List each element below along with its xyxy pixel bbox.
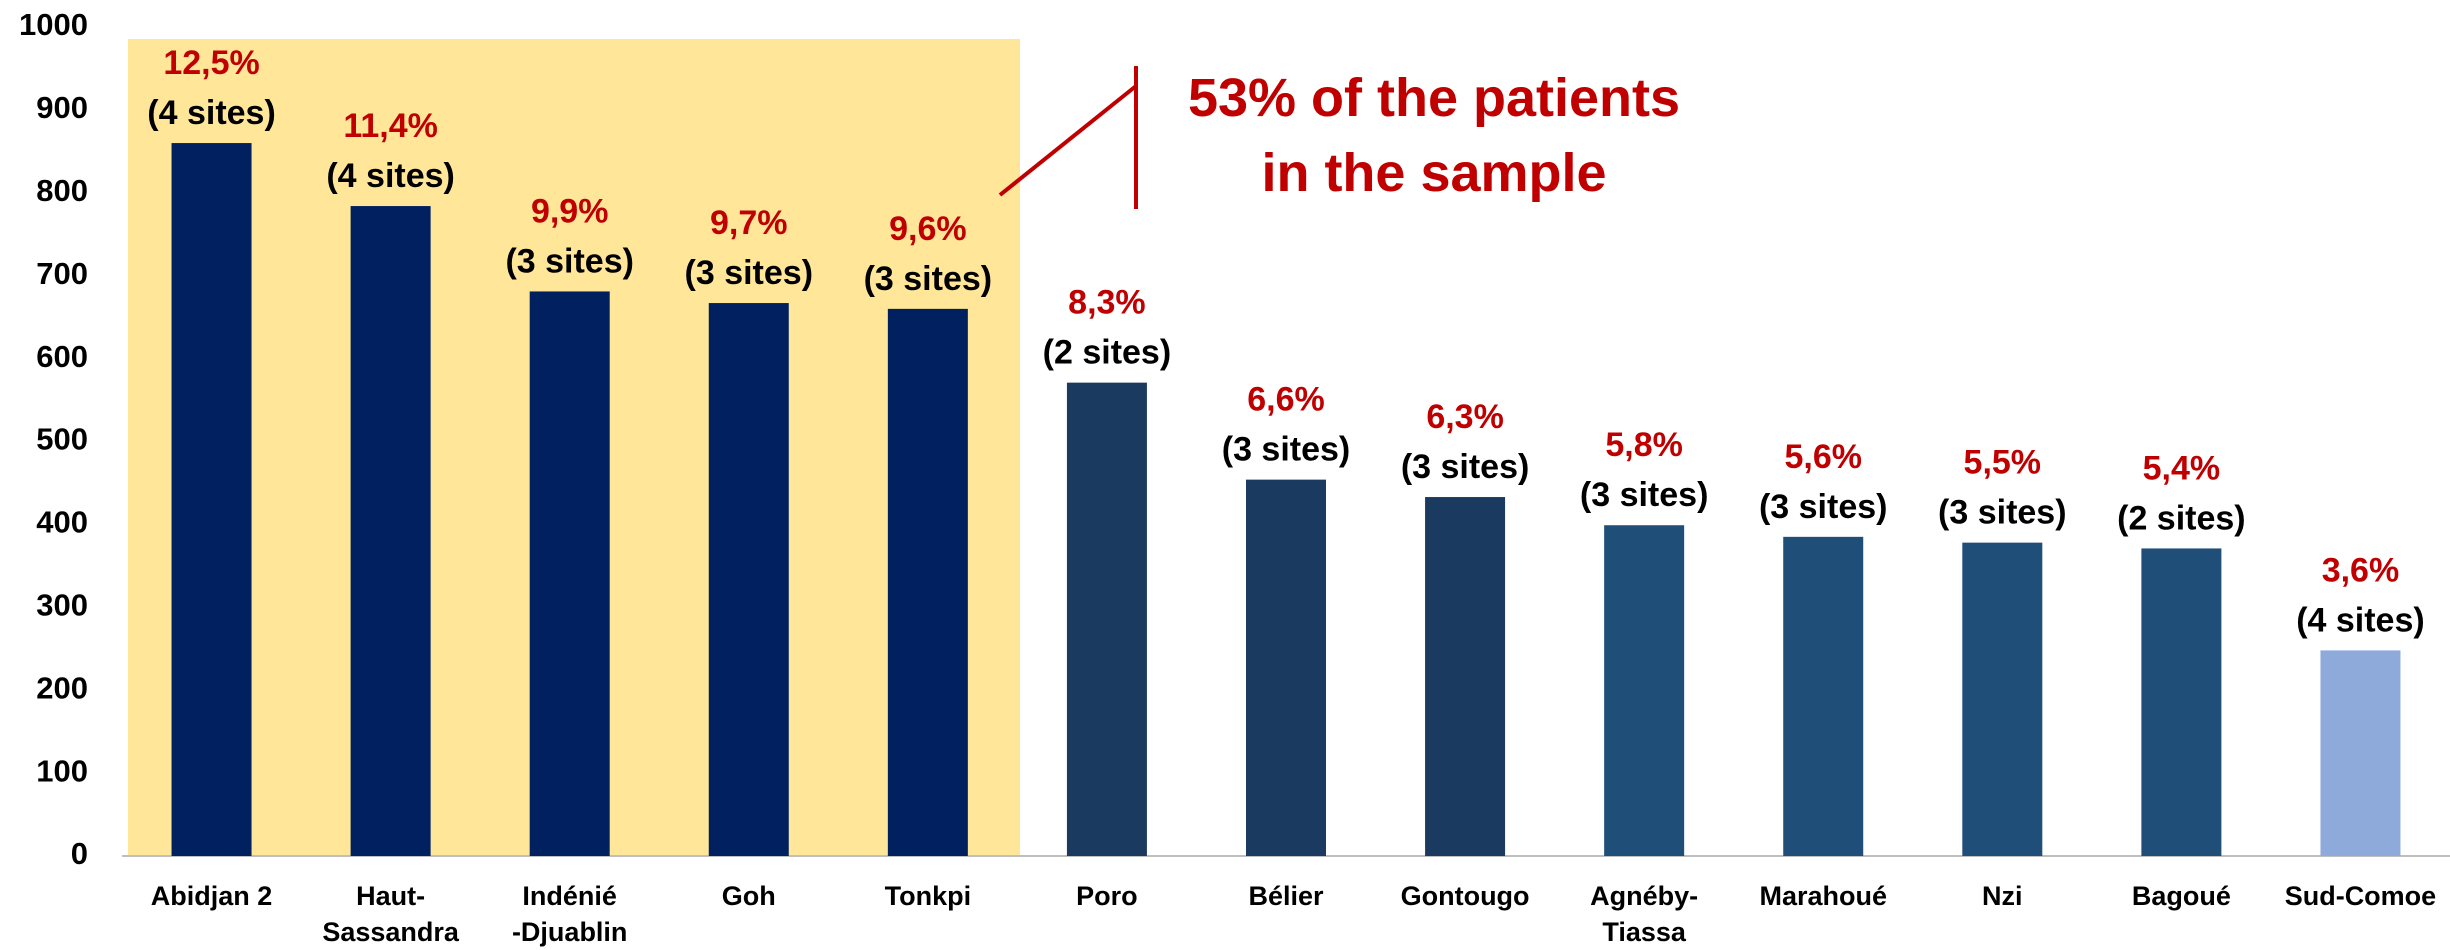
y-tick-label: 200 (36, 670, 88, 705)
site-label: (4 sites) (326, 157, 455, 195)
percent-label: 6,3% (1426, 398, 1504, 436)
site-label: (3 sites) (505, 242, 634, 280)
x-tick-label: Agnéby-Tiassa (1590, 881, 1698, 947)
percent-label: 9,9% (531, 192, 609, 230)
bar (1604, 525, 1685, 856)
percent-label: 9,7% (710, 204, 788, 242)
bar (529, 291, 610, 856)
percent-label: 12,5% (163, 44, 259, 82)
x-tick-label: Abidjan 2 (151, 881, 273, 911)
bar (1783, 536, 1864, 856)
bar (1425, 497, 1506, 856)
y-tick-label: 400 (36, 505, 88, 540)
bar (1962, 542, 2043, 856)
site-label: (3 sites) (685, 254, 814, 292)
x-tick-label: Gontougo (1401, 881, 1530, 911)
bar (887, 308, 968, 856)
x-tick-label: Bagoué (2132, 881, 2231, 911)
bar (1246, 479, 1326, 856)
percent-label: 8,3% (1068, 284, 1146, 322)
site-label: (3 sites) (1222, 431, 1351, 469)
y-tick-label: 700 (36, 256, 88, 291)
y-tick-label: 800 (36, 173, 88, 208)
annotation-pointer (998, 84, 1138, 197)
y-tick-label: 600 (36, 339, 88, 374)
percent-label: 11,4% (343, 107, 438, 145)
y-tick-label: 1000 (19, 7, 88, 42)
site-label: (3 sites) (864, 260, 993, 298)
percent-label: 5,4% (2143, 449, 2221, 487)
site-label: (3 sites) (1759, 488, 1888, 526)
x-tick-label: Sud-Comoe (2285, 881, 2437, 911)
site-label: (4 sites) (2296, 601, 2425, 639)
percent-label: 5,8% (1605, 426, 1683, 464)
percent-label: 6,6% (1247, 381, 1325, 419)
x-tick-label: Poro (1076, 881, 1138, 911)
percent-label: 5,6% (1784, 438, 1862, 476)
site-label: (3 sites) (1580, 476, 1709, 514)
site-label: (2 sites) (1043, 334, 1172, 372)
x-tick-label: Indénié -Djuablin (512, 881, 628, 947)
bar (708, 303, 789, 856)
x-tick-label: Bélier (1248, 881, 1324, 911)
site-label: (4 sites) (147, 94, 276, 132)
bar (2320, 650, 2401, 856)
x-tick-label: Haut-Sassandra (322, 881, 460, 947)
y-tick-label: 0 (71, 836, 88, 871)
site-label: (3 sites) (1938, 494, 2067, 532)
x-tick-label: Tonkpi (885, 881, 971, 911)
x-tick-label: Goh (722, 881, 776, 911)
site-label: (3 sites) (1401, 448, 1530, 486)
bar (350, 206, 431, 857)
percent-label: 5,5% (1964, 444, 2042, 482)
site-label: (2 sites) (2117, 499, 2246, 537)
bar (2141, 548, 2222, 856)
y-tick-label: 100 (36, 753, 88, 788)
percent-label: 9,6% (889, 210, 967, 248)
y-tick-label: 900 (36, 90, 88, 125)
bar (171, 143, 252, 856)
annotation: 53% of the patients in the sample (1188, 68, 1680, 203)
percent-label: 3,6% (2322, 551, 2400, 589)
y-tick-label: 500 (36, 422, 88, 457)
y-tick-label: 300 (36, 587, 88, 622)
bar (1066, 382, 1147, 856)
x-tick-label: Marahoué (1759, 881, 1887, 911)
x-tick-label: Nzi (1982, 881, 2023, 911)
